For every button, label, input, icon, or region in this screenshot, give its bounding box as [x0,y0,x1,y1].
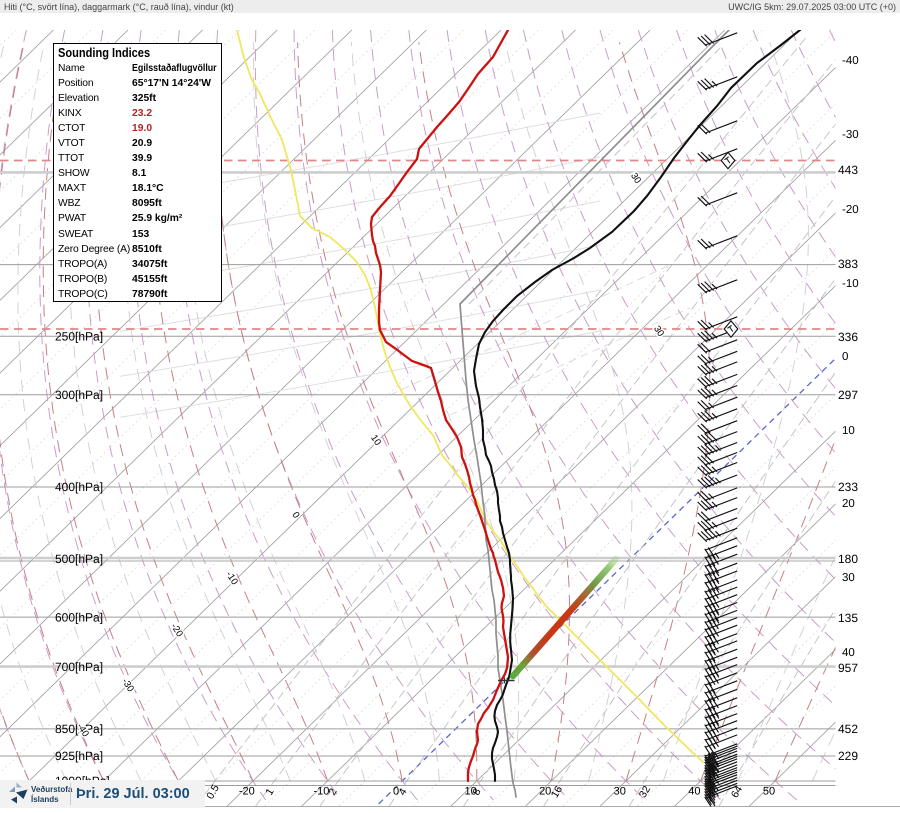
svg-text:300[hPa]: 300[hPa] [55,388,103,402]
svg-text:443: 443 [838,163,858,177]
svg-text:30: 30 [614,786,626,798]
svg-text:850[hPa]: 850[hPa] [55,722,103,736]
svg-text:-20: -20 [842,204,859,216]
svg-text:10: 10 [368,433,383,448]
svg-text:336: 336 [838,330,858,344]
svg-text:16: 16 [549,784,565,800]
svg-text:400[hPa]: 400[hPa] [55,480,103,494]
svg-text:20: 20 [842,498,855,510]
svg-text:500[hPa]: 500[hPa] [55,552,103,566]
svg-text:20: 20 [539,786,551,798]
svg-text:0: 0 [842,351,848,363]
svg-text:233: 233 [838,480,858,494]
svg-text:925[hPa]: 925[hPa] [55,749,103,763]
svg-text:-10: -10 [842,278,859,290]
svg-text:700[hPa]: 700[hPa] [55,660,103,674]
svg-text:-20: -20 [239,786,255,798]
svg-text:-40: -40 [842,55,859,67]
svg-text:30: 30 [842,572,855,584]
svg-text:10: 10 [842,425,855,437]
svg-text:8: 8 [470,786,483,797]
svg-text:1: 1 [263,786,276,797]
svg-text:600[hPa]: 600[hPa] [55,610,103,624]
svg-text:-30: -30 [842,129,859,141]
svg-text:-10: -10 [313,786,329,798]
svg-text:50: 50 [763,786,775,798]
svg-text:957: 957 [838,661,858,675]
svg-text:32: 32 [637,784,653,800]
svg-text:2: 2 [326,786,339,797]
svg-text:250[hPa]: 250[hPa] [55,329,103,343]
svg-text:-10: -10 [223,570,240,588]
svg-text:0: 0 [393,786,399,798]
svg-text:297: 297 [838,388,858,402]
svg-text:-20: -20 [168,622,185,640]
svg-text:452: 452 [838,722,858,736]
svg-text:40: 40 [688,786,700,798]
svg-text:383: 383 [838,257,858,271]
svg-text:180: 180 [838,552,858,566]
svg-text:64: 64 [729,784,745,800]
svg-text:135: 135 [838,611,858,625]
svg-text:40: 40 [842,647,855,659]
svg-text:229: 229 [838,749,858,763]
svg-text:10: 10 [464,786,476,798]
svg-text:4: 4 [396,786,409,797]
svg-text:0: 0 [290,510,302,520]
